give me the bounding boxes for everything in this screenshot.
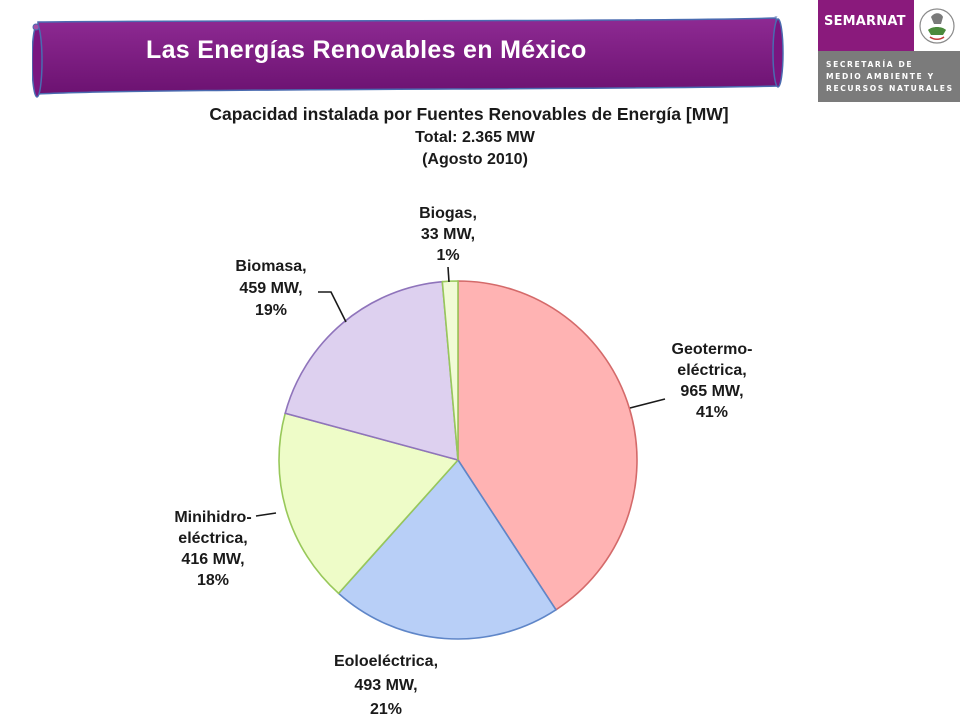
logo-subtitle-line-3: RECURSOS NATURALES <box>826 84 954 93</box>
data-label-line: 33 MW, <box>421 226 475 243</box>
leader-line <box>255 512 277 517</box>
data-label-line: 41% <box>696 404 728 421</box>
data-label-line: Eoloeléctrica, <box>334 653 438 670</box>
semarnat-logo: SEMARNAT SECRETARÍA DE MEDIO AMBIENTE Y … <box>818 0 960 102</box>
data-label-line: eléctrica, <box>677 362 746 379</box>
leader-line <box>447 266 450 283</box>
title-banner <box>32 16 784 98</box>
data-label-line: 459 MW, <box>239 280 302 297</box>
data-label-line: 965 MW, <box>680 383 743 400</box>
page-title: Las Energías Renovables en México <box>146 36 587 64</box>
data-label-line: eléctrica, <box>178 530 247 547</box>
data-label-line: Geotermo- <box>672 341 753 358</box>
data-label-line: 493 MW, <box>354 677 417 694</box>
chart-title: Capacidad instalada por Fuentes Renovabl… <box>209 104 729 124</box>
pie-slice-biogas <box>441 280 459 461</box>
data-label-line: Biomasa, <box>235 258 306 275</box>
logo-subtitle-line-1: SECRETARÍA DE <box>826 60 914 69</box>
data-label-line: 19% <box>255 302 287 319</box>
data-label: Eoloeléctrica, 493 MW, 21% <box>334 653 438 718</box>
data-label: Minihidro-eléctrica, 416 MW, 18% <box>174 509 251 589</box>
data-label-line: 21% <box>370 701 402 718</box>
data-label-line: Biogas, <box>419 205 477 222</box>
mexican-eagle-seal-icon <box>914 0 960 51</box>
pie-slice-minihidro-el-ctrica <box>278 412 460 595</box>
data-label: Biomasa, 459 MW, 19% <box>235 258 306 319</box>
data-label-line: 1% <box>436 247 459 264</box>
data-label-line: 416 MW, <box>181 551 244 568</box>
leader-line <box>318 291 347 323</box>
logo-name: SEMARNAT <box>824 14 906 29</box>
chart-subtitle-date: (Agosto 2010) <box>422 151 528 168</box>
pie-slice-biomasa <box>284 280 459 462</box>
data-label-line: 18% <box>197 572 229 589</box>
leader-line <box>629 398 666 409</box>
data-label: Biogas, 33 MW, 1% <box>419 205 477 264</box>
chart-subtitle-total: Total: 2.365 MW <box>415 129 535 146</box>
logo-subtitle-line-2: MEDIO AMBIENTE Y <box>826 72 935 81</box>
data-label: Geotermo-eléctrica, 965 MW, 41% <box>672 341 753 421</box>
pie-slice-eoloel-ctrica <box>337 458 558 640</box>
data-label-line: Minihidro- <box>174 509 251 526</box>
